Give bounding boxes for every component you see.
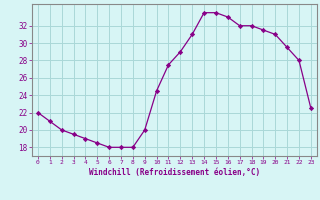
- X-axis label: Windchill (Refroidissement éolien,°C): Windchill (Refroidissement éolien,°C): [89, 168, 260, 177]
